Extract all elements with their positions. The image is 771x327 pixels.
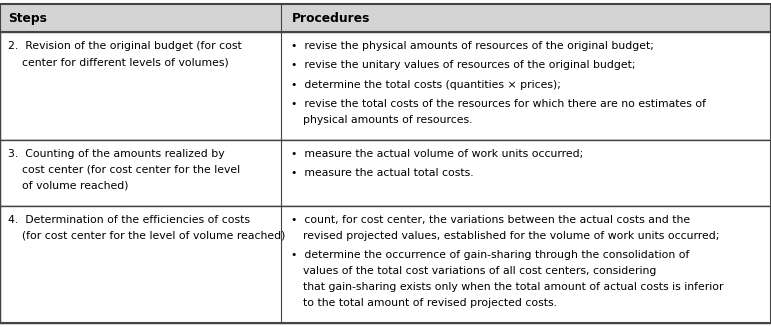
Text: (for cost center for the level of volume reached): (for cost center for the level of volume… bbox=[8, 231, 285, 241]
Text: Procedures: Procedures bbox=[291, 11, 370, 25]
Text: •  revise the unitary values of resources of the original budget;: • revise the unitary values of resources… bbox=[291, 60, 636, 70]
Text: center for different levels of volumes): center for different levels of volumes) bbox=[8, 57, 229, 67]
Text: that gain-sharing exists only when the total amount of actual costs is inferior: that gain-sharing exists only when the t… bbox=[304, 282, 724, 292]
Text: •  revise the physical amounts of resources of the original budget;: • revise the physical amounts of resourc… bbox=[291, 41, 655, 51]
Text: to the total amount of revised projected costs.: to the total amount of revised projected… bbox=[304, 298, 557, 308]
Text: •  measure the actual volume of work units occurred;: • measure the actual volume of work unit… bbox=[291, 149, 584, 159]
Text: •  measure the actual total costs.: • measure the actual total costs. bbox=[291, 168, 474, 178]
Text: of volume reached): of volume reached) bbox=[8, 181, 129, 191]
Bar bbox=[0, 4, 771, 32]
Text: 4.  Determination of the efficiencies of costs: 4. Determination of the efficiencies of … bbox=[8, 215, 250, 225]
Text: 2.  Revision of the original budget (for cost: 2. Revision of the original budget (for … bbox=[8, 41, 242, 51]
Text: •  determine the occurrence of gain-sharing through the consolidation of: • determine the occurrence of gain-shari… bbox=[291, 250, 690, 260]
Text: 3.  Counting of the amounts realized by: 3. Counting of the amounts realized by bbox=[8, 149, 224, 159]
Bar bbox=[0, 32, 771, 140]
Bar bbox=[0, 206, 771, 323]
Text: physical amounts of resources.: physical amounts of resources. bbox=[304, 115, 473, 125]
Text: •  count, for cost center, the variations between the actual costs and the: • count, for cost center, the variations… bbox=[291, 215, 691, 225]
Text: •  revise the total costs of the resources for which there are no estimates of: • revise the total costs of the resource… bbox=[291, 99, 706, 109]
Text: revised projected values, established for the volume of work units occurred;: revised projected values, established fo… bbox=[304, 231, 720, 241]
Bar bbox=[0, 140, 771, 206]
Text: cost center (for cost center for the level: cost center (for cost center for the lev… bbox=[8, 165, 240, 175]
Text: Steps: Steps bbox=[8, 11, 47, 25]
Text: •  determine the total costs (quantities × prices);: • determine the total costs (quantities … bbox=[291, 79, 561, 90]
Text: values of the total cost variations of all cost centers, considering: values of the total cost variations of a… bbox=[304, 266, 657, 276]
